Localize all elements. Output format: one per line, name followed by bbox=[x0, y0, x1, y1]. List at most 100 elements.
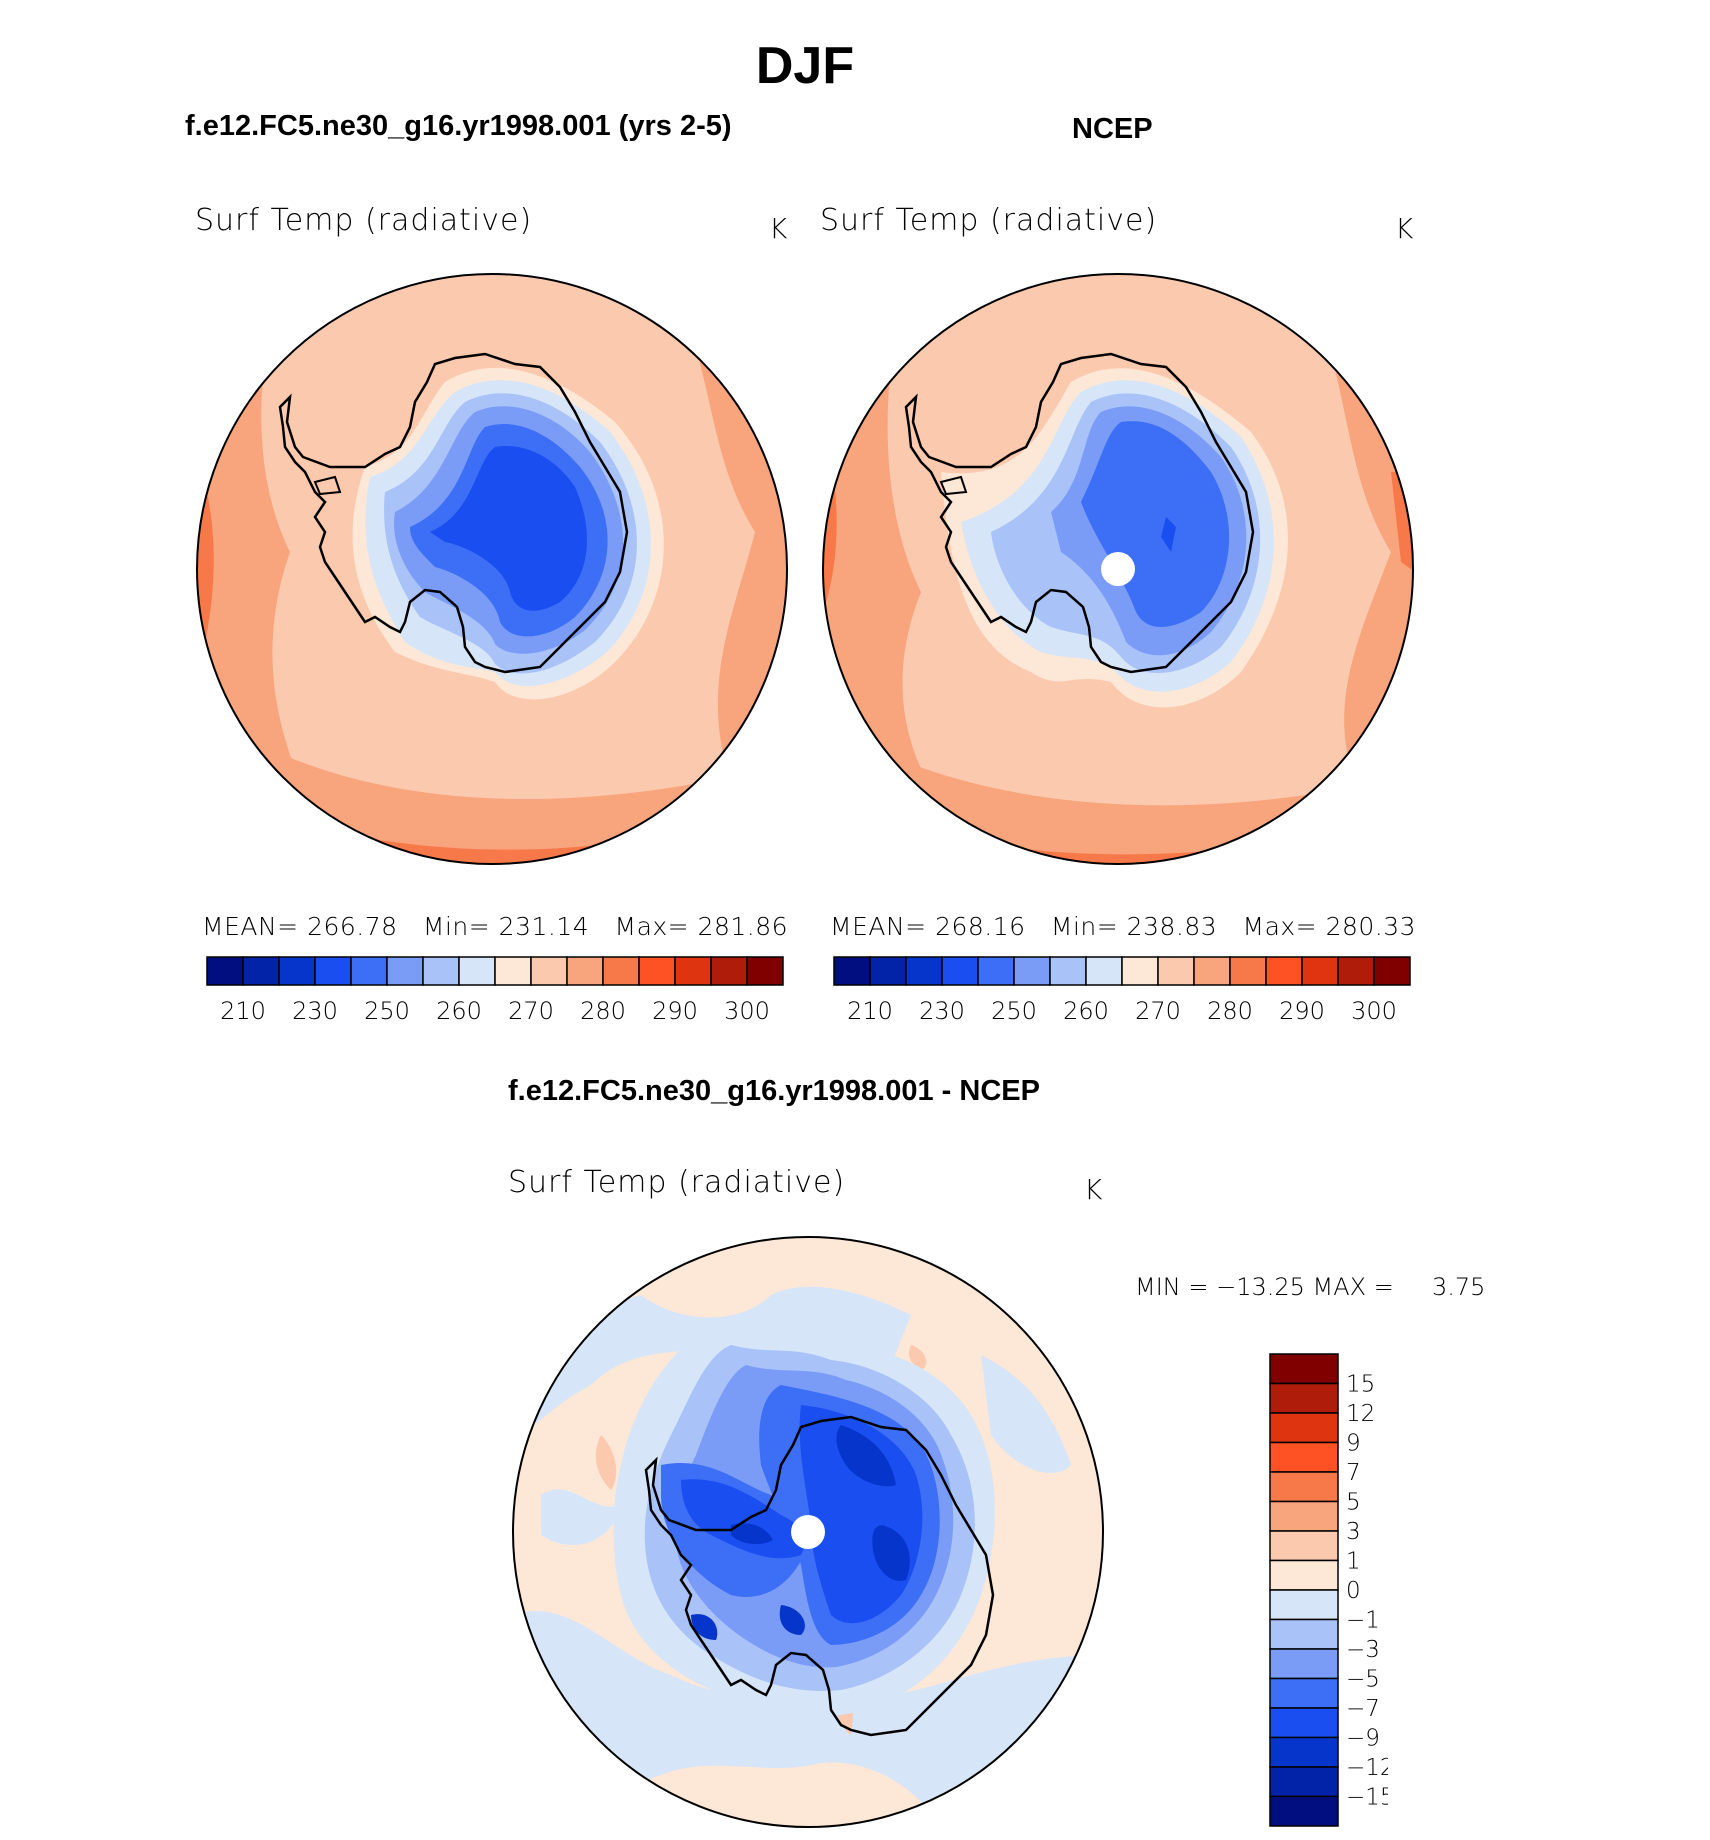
model-min-value: 231.14 bbox=[498, 912, 590, 941]
ncep-colorbar-tick-label: 300 bbox=[1351, 997, 1397, 1025]
ncep-colorbar-swatch bbox=[1157, 956, 1195, 986]
ncep-min-label: Min= bbox=[1050, 912, 1119, 941]
diff-colorbar-swatch bbox=[1269, 1530, 1339, 1562]
ncep-colorbar-tick-label: 250 bbox=[991, 997, 1037, 1025]
diff-colorbar-tick-label: 0 bbox=[1346, 1578, 1361, 1604]
model-stats: MEAN= 266.78 Min= 231.14 Max= 281.86 bbox=[202, 912, 788, 941]
diff-colorbar-swatch bbox=[1269, 1677, 1339, 1709]
model-colorbar-swatch bbox=[206, 956, 244, 986]
diff-colorbar-swatch bbox=[1269, 1412, 1339, 1444]
diff-colorbar-swatch bbox=[1269, 1736, 1339, 1768]
diff-polar-map bbox=[512, 1236, 1104, 1828]
ncep-polar-map bbox=[822, 273, 1414, 865]
model-colorbar-swatch bbox=[566, 956, 604, 986]
diff-colorbar-tick-label: −1 bbox=[1346, 1608, 1380, 1634]
ncep-mean-label: MEAN= bbox=[830, 912, 927, 941]
diff-colorbar-swatch bbox=[1269, 1707, 1339, 1739]
model-colorbar-tick-label: 250 bbox=[364, 997, 410, 1025]
model-colorbar-swatch bbox=[386, 956, 424, 986]
model-colorbar-swatch bbox=[422, 956, 460, 986]
diff-colorbar-swatch bbox=[1269, 1353, 1339, 1385]
diff-colorbar-tick-label: 15 bbox=[1346, 1372, 1375, 1398]
diff-colorbar-swatch bbox=[1269, 1559, 1339, 1591]
model-colorbar-swatch bbox=[602, 956, 640, 986]
diff-variable-label: Surf Temp (radiative) bbox=[508, 1165, 846, 1200]
diff-colorbar-tick-label: 12 bbox=[1346, 1401, 1375, 1427]
ncep-colorbar-swatch bbox=[1337, 956, 1375, 986]
diff-colorbar-tick-label: −5 bbox=[1346, 1667, 1380, 1693]
model-colorbar-tick-label: 300 bbox=[724, 997, 770, 1025]
ncep-colorbar-swatch bbox=[1193, 956, 1231, 986]
ncep-colorbar-swatch bbox=[977, 956, 1015, 986]
ncep-colorbar-swatch bbox=[1265, 956, 1303, 986]
ncep-colorbar-tick-label: 290 bbox=[1279, 997, 1325, 1025]
ncep-max-value: 280.33 bbox=[1325, 912, 1417, 941]
diff-colorbar-tick-label: −3 bbox=[1346, 1637, 1380, 1663]
ncep-colorbar-swatch bbox=[833, 956, 871, 986]
ncep-min-value: 238.83 bbox=[1126, 912, 1218, 941]
ncep-variable-label: Surf Temp (radiative) bbox=[820, 203, 1158, 238]
ncep-colorbar-swatch bbox=[1301, 956, 1339, 986]
ncep-colorbar-swatch bbox=[941, 956, 979, 986]
model-colorbar-swatch bbox=[746, 956, 784, 986]
model-mean-value: 266.78 bbox=[307, 912, 398, 941]
ncep-stats: MEAN= 268.16 Min= 238.83 Max= 280.33 bbox=[830, 912, 1416, 941]
diff-colorbar: 15 12 9 7 5 3 1 0 −1 −3 −5 −7 −9 −12 −15 bbox=[1269, 1353, 1388, 1827]
model-max-value: 281.86 bbox=[697, 912, 789, 941]
model-colorbar-swatch bbox=[350, 956, 388, 986]
ncep-colorbar-swatch bbox=[1013, 956, 1051, 986]
ncep-colorbar-swatch bbox=[905, 956, 943, 986]
diff-colorbar-swatch bbox=[1269, 1471, 1339, 1503]
model-colorbar-tick-label: 260 bbox=[436, 997, 482, 1025]
ncep-mean-value: 268.16 bbox=[935, 912, 1026, 941]
ncep-colorbar-swatch bbox=[1373, 956, 1411, 986]
ncep-colorbar-swatch bbox=[1229, 956, 1267, 986]
model-colorbar-tick-label: 230 bbox=[292, 997, 338, 1025]
diff-colorbar-tick-label: 1 bbox=[1346, 1549, 1361, 1575]
model-colorbar-tick-label: 280 bbox=[580, 997, 626, 1025]
model-colorbar-swatch bbox=[494, 956, 532, 986]
ncep-colorbar-tick-label: 210 bbox=[847, 997, 893, 1025]
diff-colorbar-swatch bbox=[1269, 1382, 1339, 1414]
ncep-colorbar-swatch bbox=[1121, 956, 1159, 986]
ncep-panel-title: NCEP bbox=[1072, 113, 1153, 145]
ncep-max-label: Max= bbox=[1242, 912, 1318, 941]
model-colorbar-tick-label: 270 bbox=[508, 997, 554, 1025]
diff-colorbar-swatch bbox=[1269, 1618, 1339, 1650]
diff-panel-title: f.e12.FC5.ne30_g16.yr1998.001 - NCEP bbox=[508, 1075, 1040, 1107]
model-colorbar-swatch bbox=[242, 956, 280, 986]
diff-colorbar-tick-label: 7 bbox=[1346, 1460, 1361, 1486]
ncep-colorbar-tick-label: 260 bbox=[1063, 997, 1109, 1025]
model-colorbar: 210 230 250 260 270 280 290 300 bbox=[206, 956, 784, 1025]
diff-colorbar-swatch bbox=[1269, 1441, 1339, 1473]
model-colorbar-swatch bbox=[458, 956, 496, 986]
diff-colorbar-swatch bbox=[1269, 1500, 1339, 1532]
model-panel-title: f.e12.FC5.ne30_g16.yr1998.001 (yrs 2-5) bbox=[185, 110, 732, 142]
model-colorbar-tick-label: 290 bbox=[652, 997, 698, 1025]
ncep-colorbar-swatch bbox=[869, 956, 907, 986]
ncep-colorbar-tick-label: 230 bbox=[919, 997, 965, 1025]
model-colorbar-swatch bbox=[530, 956, 568, 986]
model-colorbar-swatch bbox=[314, 956, 352, 986]
model-variable-label: Surf Temp (radiative) bbox=[195, 203, 533, 238]
ncep-colorbar-swatch bbox=[1085, 956, 1123, 986]
model-polar-map bbox=[196, 273, 788, 865]
diff-pole-mask bbox=[791, 1515, 825, 1549]
model-colorbar-swatch bbox=[638, 956, 676, 986]
diff-colorbar-tick-label: −9 bbox=[1346, 1726, 1380, 1752]
model-max-label: Max= bbox=[614, 912, 690, 941]
diff-colorbar-swatch bbox=[1269, 1766, 1339, 1798]
diff-minmax: MIN = −13.25 MAX = 3.75 bbox=[1135, 1273, 1486, 1301]
model-mean-label: MEAN= bbox=[202, 912, 299, 941]
model-colorbar-tick-label: 210 bbox=[220, 997, 266, 1025]
ncep-colorbar: 210 230 250 260 270 280 290 300 bbox=[833, 956, 1411, 1025]
model-units-label: K bbox=[769, 212, 788, 245]
ncep-colorbar-swatch bbox=[1049, 956, 1087, 986]
model-colorbar-swatch bbox=[710, 956, 748, 986]
model-colorbar-swatch bbox=[278, 956, 316, 986]
ncep-units-label: K bbox=[1395, 212, 1414, 245]
model-colorbar-swatch bbox=[674, 956, 712, 986]
diff-colorbar-swatch bbox=[1269, 1795, 1339, 1827]
model-min-label: Min= bbox=[422, 912, 491, 941]
ncep-colorbar-tick-label: 270 bbox=[1135, 997, 1181, 1025]
